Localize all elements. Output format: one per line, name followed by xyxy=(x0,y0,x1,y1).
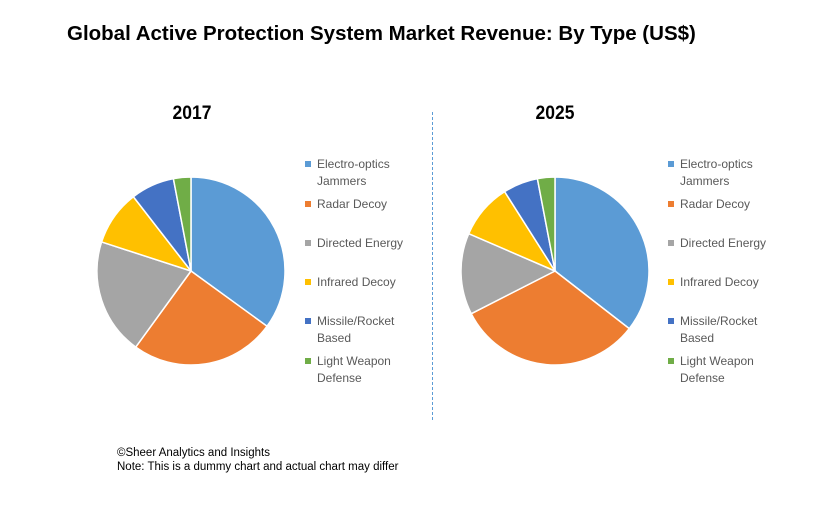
legend-label: Radar Decoy xyxy=(317,197,388,211)
legend-label: Infrared Decoy xyxy=(317,275,396,289)
pie-slice-directed-energy xyxy=(460,232,557,315)
legend-swatch xyxy=(305,240,311,246)
legend-swatch xyxy=(305,161,311,167)
footer-note: ©Sheer Analytics and Insights Note: This… xyxy=(117,446,398,474)
pie-slice-electro-optics-jammers xyxy=(190,176,286,328)
pie-title-2017: 2017 xyxy=(172,103,212,124)
pie-title-2025: 2025 xyxy=(535,103,575,124)
legend-label: Directed Energy xyxy=(317,236,404,250)
legend-label: Light Weapon Defense xyxy=(680,354,754,385)
legend-swatch xyxy=(668,318,674,324)
pie-2017 xyxy=(96,176,286,366)
legend-swatch xyxy=(668,358,674,364)
legend-swatch xyxy=(305,279,311,285)
legend-label: Electro-optics Jammers xyxy=(317,157,390,188)
legend-label: Light Weapon Defense xyxy=(317,354,391,385)
legend-label: Directed Energy xyxy=(680,236,767,250)
legend-label: Missile/Rocket Based xyxy=(317,314,395,345)
pie-slice-light-weapon-defense xyxy=(536,176,556,272)
legend-label: Radar Decoy xyxy=(680,197,751,211)
copyright-text: ©Sheer Analytics and Insights xyxy=(117,447,270,459)
pie-slice-light-weapon-defense xyxy=(172,176,192,272)
chart-divider xyxy=(432,112,433,420)
legend-label: Electro-optics Jammers xyxy=(680,157,753,188)
legend-swatch xyxy=(305,358,311,364)
chart-title: Global Active Protection System Market R… xyxy=(67,22,696,45)
legend-label: Missile/Rocket Based xyxy=(680,314,758,345)
pie-2025 xyxy=(460,176,650,366)
legend-label: Infrared Decoy xyxy=(680,275,759,289)
legend-swatch xyxy=(305,318,311,324)
pie-slice-radar-decoy xyxy=(134,269,269,366)
pie-slice-electro-optics-jammers xyxy=(554,176,650,330)
legend-swatch xyxy=(668,161,674,167)
disclaimer-text: Note: This is a dummy chart and actual c… xyxy=(117,461,399,473)
pie-slice-radar-decoy xyxy=(470,270,631,366)
pie-slice-directed-energy xyxy=(96,241,193,349)
legend-swatch xyxy=(668,279,674,285)
legend-swatch xyxy=(305,201,311,207)
legend-swatch xyxy=(668,240,674,246)
legend-swatch xyxy=(668,201,674,207)
